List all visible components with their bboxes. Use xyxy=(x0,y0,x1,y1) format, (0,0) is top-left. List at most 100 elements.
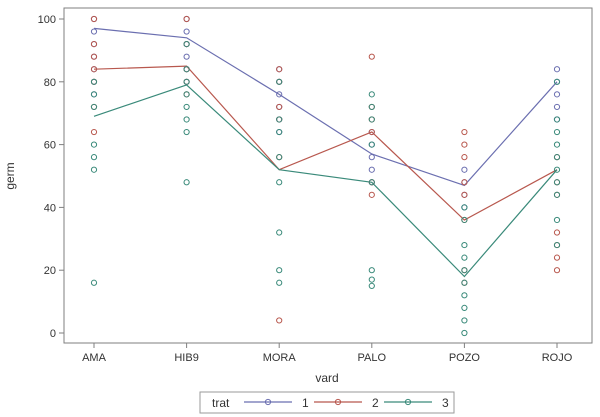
y-tick-label: 80 xyxy=(44,77,56,89)
series-3-point xyxy=(90,78,98,85)
series-3-point xyxy=(461,304,468,311)
series-2-point xyxy=(461,128,468,136)
series-3-point xyxy=(368,141,375,148)
series-3-point xyxy=(276,229,283,236)
legend-label-3: 3 xyxy=(442,396,449,410)
series-3-point xyxy=(461,292,468,299)
series-2-point xyxy=(90,128,98,136)
series-2-point xyxy=(276,317,283,324)
series-1-point xyxy=(553,66,561,73)
series-2-point xyxy=(461,154,468,161)
x-tick-label: MORA xyxy=(263,352,297,364)
series-3-point xyxy=(461,216,468,224)
series-1-point xyxy=(461,166,468,173)
plot-frame xyxy=(63,7,593,344)
series-1-point xyxy=(276,91,283,98)
series-3-point xyxy=(368,179,375,186)
legend-marker-3 xyxy=(404,398,412,406)
series-1-point xyxy=(368,154,375,161)
series-2-point xyxy=(553,254,561,261)
series-3-point xyxy=(90,103,98,111)
series-1-point xyxy=(90,28,98,35)
y-tick-label: 0 xyxy=(50,328,56,340)
series-3-point xyxy=(183,41,190,48)
y-tick-label: 60 xyxy=(44,140,56,152)
series-3-point xyxy=(368,91,375,98)
series-3-point xyxy=(90,91,98,98)
series-2-point xyxy=(553,229,561,236)
legend-marker-2 xyxy=(334,398,342,406)
series-2-point xyxy=(368,53,375,60)
series-3-point xyxy=(553,78,561,85)
series-1-point xyxy=(368,166,375,173)
series-2-point xyxy=(276,103,283,111)
legend-frame xyxy=(199,391,455,414)
series-3-point xyxy=(461,267,468,274)
y-axis: 0 20 40 60 80 100 xyxy=(38,14,64,340)
series-3-point xyxy=(553,116,561,123)
series-3-point xyxy=(553,179,561,186)
x-tick-label: AMA xyxy=(82,352,107,364)
y-tick-label: 100 xyxy=(38,14,56,26)
series-3-line xyxy=(93,84,558,278)
series-2-point xyxy=(90,53,98,60)
legend-title: trat xyxy=(212,396,230,410)
series-3-point xyxy=(183,103,190,111)
series-2-line xyxy=(93,65,558,221)
series-3-point xyxy=(276,267,283,274)
series-3-point xyxy=(553,191,561,198)
series-3-point xyxy=(276,128,283,136)
series-3-point xyxy=(553,128,561,136)
legend-items: 1 2 3 xyxy=(244,396,449,410)
series-3-point xyxy=(276,179,283,186)
series-2-point xyxy=(90,66,98,73)
x-axis-title: vard xyxy=(315,371,338,385)
series-2-point xyxy=(276,66,283,73)
series-2-point xyxy=(368,128,375,136)
series-3-point xyxy=(368,282,375,289)
series-2-point xyxy=(90,15,98,23)
series-3-point xyxy=(368,116,375,123)
series-3-point xyxy=(90,154,98,161)
series-2-point xyxy=(553,267,561,274)
series-3-point xyxy=(90,141,98,148)
series-3-point xyxy=(461,329,468,337)
series-1-point xyxy=(553,91,561,98)
series-2-point xyxy=(183,15,190,23)
series-1-point xyxy=(553,103,561,111)
series-points xyxy=(90,15,561,337)
series-2-point xyxy=(368,191,375,198)
series-3-point xyxy=(276,154,283,161)
series-3-point xyxy=(183,91,190,98)
series-3-point xyxy=(368,267,375,274)
series-3-point xyxy=(276,78,283,85)
series-2-point xyxy=(461,141,468,148)
series-3-point xyxy=(461,317,468,324)
x-tick-label: ROJO xyxy=(542,352,573,364)
y-tick-label: 40 xyxy=(44,202,56,214)
series-3-point xyxy=(553,154,561,161)
series-3-point xyxy=(368,103,375,111)
x-tick-label: PALO xyxy=(358,352,387,364)
series-3-point xyxy=(90,166,98,173)
series-2-point xyxy=(90,41,98,48)
legend-label-2: 2 xyxy=(372,396,379,410)
legend-marker-1 xyxy=(264,398,272,406)
series-1-point xyxy=(183,28,190,35)
series-3-point xyxy=(461,241,468,249)
series-3-point xyxy=(183,128,190,136)
legend: trat 1 2 3 xyxy=(199,391,455,414)
y-tick-label: 20 xyxy=(44,265,56,277)
series-3-point xyxy=(461,279,468,286)
series-2-point xyxy=(461,179,468,186)
series-lines xyxy=(93,27,558,278)
series-3-point xyxy=(276,279,283,286)
series-3-point xyxy=(368,276,375,283)
series-3-point xyxy=(553,166,561,173)
series-3-point xyxy=(183,78,190,85)
series-3-point xyxy=(461,254,468,261)
series-3-point xyxy=(461,204,468,211)
series-2-point xyxy=(461,191,468,198)
